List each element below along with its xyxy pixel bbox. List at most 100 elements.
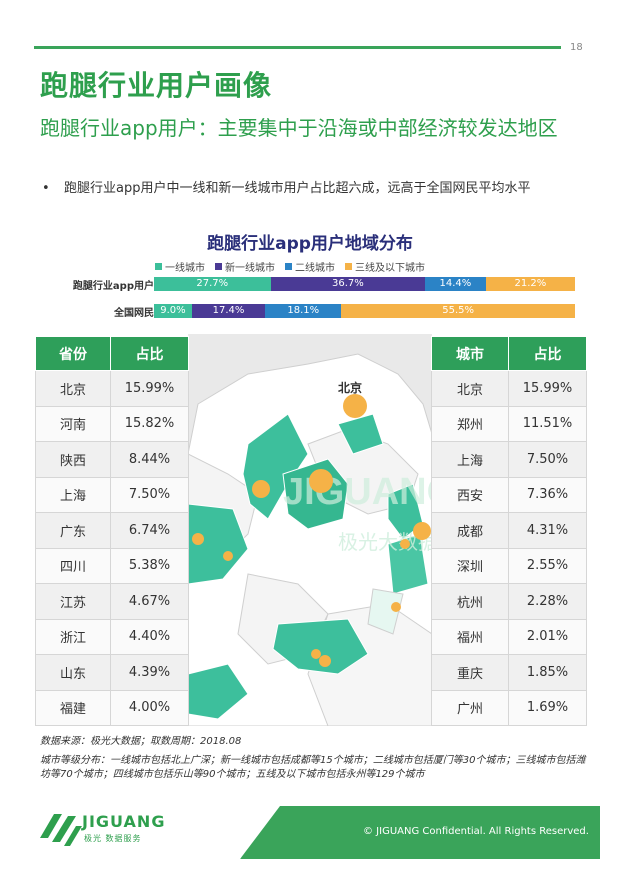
legend-swatch: [345, 262, 352, 270]
bar-segment: 21.2%: [485, 277, 575, 291]
table-row: 四川 5.38%: [35, 547, 189, 584]
table-row: 江苏 4.67%: [35, 583, 189, 620]
city-name-cell: 西安: [431, 476, 509, 513]
table-row: 成都 4.31%: [431, 512, 587, 549]
bar-segment: 17.4%: [191, 304, 266, 318]
province-name-cell: 上海: [35, 476, 111, 513]
top-rule: [34, 46, 561, 49]
table-header-share: 占比: [508, 336, 587, 371]
bubble-chongqing: [223, 551, 233, 561]
province-name-cell: 北京: [35, 370, 111, 407]
table-header-city: 城市: [431, 336, 509, 371]
map-province-sichuan: [188, 503, 249, 585]
legend-item: 三线及以下城市: [345, 259, 425, 274]
province-name-cell: 广东: [35, 512, 111, 549]
bullet-dot-icon: •: [42, 181, 50, 196]
province-table: 省份 占比 北京 15.99% 河南 15.82% 陕西 8.44% 上海 7.50% 广东 6.…: [35, 336, 189, 726]
share-cell: 11.51%: [508, 405, 587, 442]
share-cell: 6.74%: [110, 512, 189, 549]
table-header-row: 省份 占比: [35, 336, 189, 371]
bullet-text: 跑腿行业app用户中一线和新一线城市用户占比超六成，远高于全国网民平均水平: [64, 181, 531, 196]
legend-label: 一线城市: [165, 262, 205, 274]
share-cell: 4.67%: [110, 583, 189, 620]
city-tier-note: 城市等级分布：一线城市包括北上广深；新一线城市包括成都等15个城市；二线城市包括…: [40, 755, 586, 780]
province-name-cell: 江苏: [35, 583, 111, 620]
data-source: 数据来源：极光大数据；取数周期：2018.08: [40, 736, 242, 747]
bar-row-national: 全国网民 9.0% 17.4% 18.1% 55.5%: [40, 304, 600, 319]
legend-item: 新一线城市: [215, 259, 275, 274]
share-cell: 7.50%: [110, 476, 189, 513]
table-row: 河南 15.82%: [35, 405, 189, 442]
city-name-cell: 福州: [431, 618, 509, 655]
legend-swatch: [155, 262, 162, 270]
city-name-cell: 上海: [431, 441, 509, 478]
table-row: 北京 15.99%: [35, 370, 189, 407]
city-table: 城市 占比 北京 15.99% 郑州 11.51% 上海 7.50% 西安 7.36% 成都 4.…: [431, 336, 587, 726]
share-cell: 4.39%: [110, 654, 189, 691]
city-name-cell: 广州: [431, 689, 509, 726]
table-row: 福州 2.01%: [431, 618, 587, 655]
bubble-zhengzhou: [309, 469, 333, 493]
bar-segment: 36.7%: [270, 277, 426, 291]
share-cell: 7.50%: [508, 441, 587, 478]
logo-subtitle: 极光 数据服务: [84, 834, 142, 843]
logo-stroke: [52, 816, 76, 842]
page-title: 跑腿行业用户画像: [40, 69, 273, 102]
table-header-province: 省份: [35, 336, 111, 371]
logo-stroke: [40, 814, 62, 838]
map-province-fujian: [367, 588, 404, 635]
logo-name: JIGUANG: [82, 812, 166, 831]
bar-segment: 27.7%: [154, 277, 271, 291]
page-subtitle: 跑腿行业app用户：主要集中于沿海或中部经济较发达地区: [40, 116, 558, 140]
table-row: 广东 6.74%: [35, 512, 189, 549]
table-header-share: 占比: [110, 336, 189, 371]
bubble-hangzhou: [400, 539, 410, 549]
city-name-cell: 重庆: [431, 654, 509, 691]
bar-category-label: 全国网民: [114, 307, 154, 319]
jiguang-logo-icon: [40, 814, 82, 846]
city-name-cell: 郑州: [431, 405, 509, 442]
bar-segment: 9.0%: [154, 304, 192, 318]
bubble-fuzhou: [391, 602, 401, 612]
table-row: 福建 4.00%: [35, 689, 189, 726]
bar-category-label: 跑腿行业app用户: [72, 280, 154, 292]
legend-label: 二线城市: [295, 262, 335, 274]
share-cell: 15.99%: [110, 370, 189, 407]
table-row: 山东 4.39%: [35, 654, 189, 691]
table-row: 上海 7.50%: [35, 476, 189, 513]
table-row: 浙江 4.40%: [35, 618, 189, 655]
share-cell: 4.40%: [110, 618, 189, 655]
share-cell: 4.31%: [508, 512, 587, 549]
logo-stroke: [64, 826, 82, 846]
bubble-xian: [252, 480, 270, 498]
chart-title: 跑腿行业app用户地域分布: [207, 234, 413, 254]
watermark-text: JIGUANG: [283, 471, 432, 513]
table-row: 重庆 1.85%: [431, 654, 587, 691]
chart-legend: 一线城市 新一线城市 二线城市 三线及以下城市: [155, 259, 435, 274]
map-province-guangdong: [272, 618, 369, 675]
share-cell: 2.55%: [508, 547, 587, 584]
city-name-cell: 成都: [431, 512, 509, 549]
bubble-beijing: [343, 394, 367, 418]
province-name-cell: 浙江: [35, 618, 111, 655]
share-cell: 4.00%: [110, 689, 189, 726]
bubble-shanghai: [413, 522, 431, 540]
bubble-shenzhen: [319, 655, 331, 667]
share-cell: 2.28%: [508, 583, 587, 620]
copyright-text: © JIGUANG Confidential. All Rights Reser…: [363, 826, 589, 837]
legend-label: 新一线城市: [225, 262, 275, 274]
bar-segment: 14.4%: [425, 277, 486, 291]
city-name-cell: 北京: [431, 370, 509, 407]
map-province-hainan: [188, 663, 249, 720]
share-cell: 2.01%: [508, 618, 587, 655]
share-cell: 15.99%: [508, 370, 587, 407]
share-cell: 7.36%: [508, 476, 587, 513]
legend-label: 三线及以下城市: [355, 262, 425, 274]
legend-item: 二线城市: [285, 259, 335, 274]
share-cell: 1.85%: [508, 654, 587, 691]
map-province-shandong: [337, 413, 384, 455]
legend-item: 一线城市: [155, 259, 205, 274]
province-name-cell: 四川: [35, 547, 111, 584]
china-map: JIGUANG 极光大数据 北京: [188, 334, 432, 726]
share-cell: 1.69%: [508, 689, 587, 726]
